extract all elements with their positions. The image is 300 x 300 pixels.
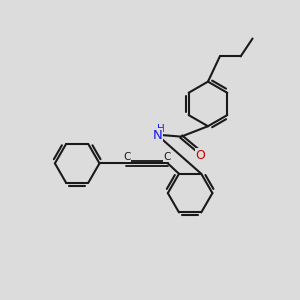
Text: O: O [195, 148, 205, 162]
Text: N: N [153, 129, 162, 142]
Text: C: C [164, 152, 171, 162]
Text: C: C [123, 152, 130, 162]
Text: H: H [157, 124, 164, 134]
